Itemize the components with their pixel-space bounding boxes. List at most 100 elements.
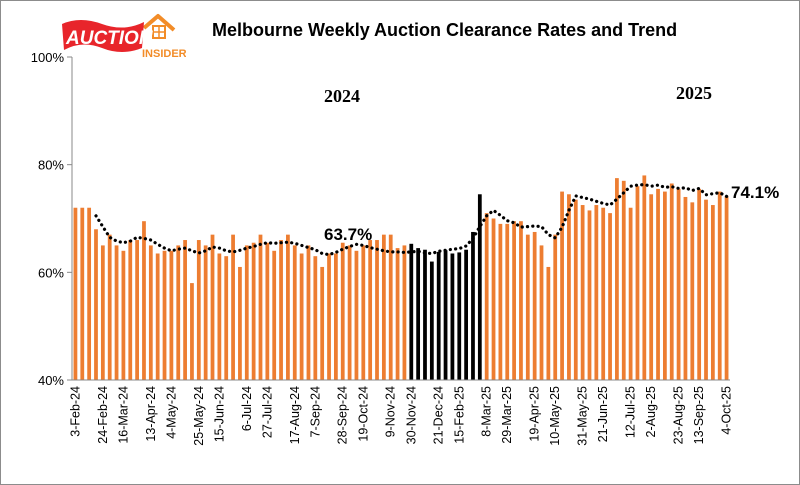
bar [217, 253, 222, 380]
x-tick-label: 12-Jul-25 [624, 386, 638, 438]
bar [238, 266, 242, 380]
x-tick-label: 2-Aug-25 [644, 386, 658, 437]
bar [587, 210, 592, 380]
x-tick-label: 19-Apr-25 [528, 386, 542, 442]
x-tick-label: 7-Sep-24 [308, 386, 322, 437]
y-axis: 40% 60% 80% 100% [31, 50, 73, 388]
bar [100, 245, 105, 380]
bar [313, 256, 318, 380]
bar [477, 194, 482, 380]
bar [642, 175, 647, 380]
x-axis: 3-Feb-24 24-Feb-24 16-Mar-24 13-Apr-24 4-May… [68, 379, 734, 446]
x-tick-label: 13-Sep-25 [692, 386, 706, 444]
bar [532, 231, 537, 380]
bar [519, 221, 523, 380]
x-tick-label: 28-Sep-24 [336, 386, 350, 444]
bar [265, 242, 270, 380]
bar [142, 221, 146, 380]
bar [224, 256, 229, 380]
bar [327, 253, 331, 380]
bar [656, 188, 660, 380]
flag-banner-shape [62, 20, 144, 52]
trend-line [94, 182, 729, 257]
bar [361, 245, 366, 380]
bar [251, 242, 256, 380]
chart-title: Melbourne Weekly Auction Clearance Rates… [212, 20, 678, 40]
bar [183, 240, 187, 380]
bar [663, 191, 667, 380]
bar [162, 250, 167, 380]
bar [87, 207, 92, 380]
bar [567, 194, 571, 380]
x-tick-label: 8-Mar-25 [480, 386, 494, 437]
end-value-annotation: 74.1% [731, 183, 779, 202]
bar [388, 234, 393, 380]
bar [135, 240, 139, 380]
bar [621, 180, 626, 380]
bar [340, 242, 345, 380]
bar [203, 245, 208, 380]
bar [505, 223, 510, 380]
bar [334, 253, 338, 380]
bar [628, 207, 633, 380]
bar [443, 250, 448, 380]
bar [279, 240, 283, 380]
bar [601, 207, 606, 380]
bar [286, 234, 290, 380]
x-tick-label: 27-Jul-24 [260, 386, 274, 438]
bar [231, 234, 235, 380]
x-tick-label: 21-Dec-24 [432, 386, 446, 444]
bar [724, 196, 729, 380]
x-tick-label: 19-Oct-24 [356, 386, 370, 442]
year-label-2025: 2025 [676, 83, 712, 103]
y-tick-label: 80% [38, 158, 64, 173]
x-tick-label: 9-Nov-24 [384, 386, 398, 437]
bar [169, 250, 174, 380]
bar [292, 245, 297, 380]
bar [258, 234, 263, 380]
bar [299, 253, 304, 380]
bar [710, 205, 715, 380]
logo-word-auction: AUCTION [65, 28, 154, 49]
bar [375, 240, 379, 380]
x-tick-label: 13-Apr-24 [144, 386, 158, 442]
bar [553, 234, 558, 380]
bar [409, 243, 414, 380]
trend-line-series [94, 182, 729, 257]
x-tick-label: 4-Oct-25 [720, 386, 734, 435]
bar [580, 205, 585, 380]
bar [121, 250, 126, 380]
bar [683, 196, 688, 380]
house-roof-icon [142, 14, 176, 39]
bar [498, 223, 503, 380]
bar [546, 266, 551, 380]
bar [560, 191, 564, 380]
bar [306, 245, 311, 380]
bar [423, 249, 427, 380]
bar [649, 194, 654, 380]
year-label-2024: 2024 [324, 86, 360, 106]
bar [676, 188, 681, 380]
bar [669, 183, 674, 380]
x-tick-label: 15-Feb-25 [452, 386, 466, 444]
bar [210, 234, 215, 380]
x-tick-label: 24-Feb-24 [96, 386, 110, 444]
bar [704, 199, 708, 380]
bar [196, 240, 201, 380]
bar [155, 253, 160, 380]
bar [573, 199, 578, 380]
bar [635, 186, 640, 380]
bar [491, 218, 496, 380]
bar [114, 245, 119, 380]
bar [272, 250, 277, 380]
bar [464, 249, 468, 380]
x-tick-label: 30-Nov-24 [404, 386, 418, 444]
auction-insider-logo: AUCTION INSIDER [62, 14, 186, 60]
bar [717, 191, 722, 380]
bar [615, 178, 619, 380]
x-tick-label: 4-May-24 [164, 386, 178, 439]
mid-value-annotation: 63.7% [324, 225, 372, 244]
bar [73, 207, 78, 380]
x-tick-label: 23-Aug-25 [672, 386, 686, 444]
